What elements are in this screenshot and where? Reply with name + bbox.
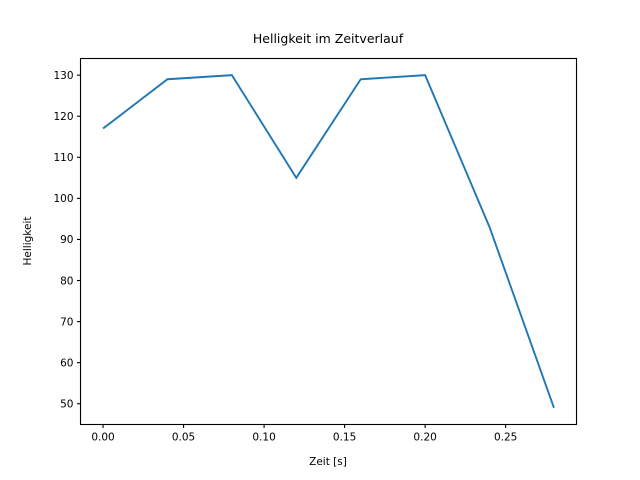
- x-tick-label: 0.15: [333, 432, 356, 444]
- y-tick-label: 100: [53, 193, 73, 205]
- x-axis-label: Zeit [s]: [309, 456, 347, 468]
- y-tick-label: 70: [60, 316, 73, 328]
- x-tick-label: 0.05: [172, 432, 195, 444]
- y-axis-label: Helligkeit: [22, 217, 34, 266]
- y-axis-ticks: 50 60 70 80 90 100 110 120 130: [53, 70, 81, 411]
- data-series-line: [102, 74, 555, 409]
- y-tick-label: 50: [60, 399, 73, 411]
- y-tick-label: 130: [53, 70, 73, 82]
- x-axis-ticks: 0.00 0.05 0.10 0.15 0.20 0.25: [91, 424, 517, 444]
- y-tick-label: 110: [53, 152, 73, 164]
- y-tick-label: 120: [53, 111, 73, 123]
- x-tick-label: 0.25: [494, 432, 517, 444]
- axes-spines: [79, 57, 578, 426]
- chart-title: Helligkeit im Zeitverlauf: [253, 31, 404, 46]
- y-tick-label: 90: [60, 234, 73, 246]
- x-tick-label: 0.00: [91, 432, 114, 444]
- axes-frame: [79, 57, 578, 426]
- y-tick-label: 80: [60, 275, 73, 287]
- x-tick-label: 0.10: [252, 432, 275, 444]
- y-tick-label: 60: [60, 357, 73, 369]
- x-tick-label: 0.20: [413, 432, 436, 444]
